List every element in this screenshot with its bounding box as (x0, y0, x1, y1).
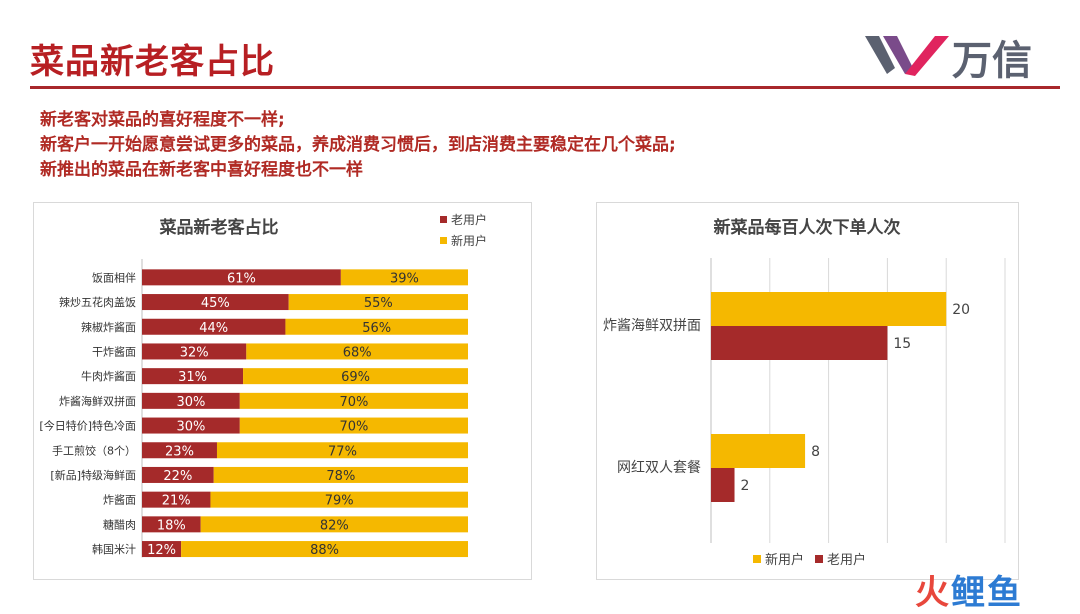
data-label-old: 61% (227, 271, 256, 286)
data-label-old: 2 (741, 478, 750, 494)
data-label-old: 23% (165, 444, 194, 459)
chart-title: 菜品新老客占比 (159, 217, 279, 238)
bar-old (142, 269, 341, 286)
category-label: 牛肉炸酱面 (81, 369, 136, 383)
data-label-new: 78% (326, 469, 355, 484)
summary-text: 新老客对菜品的喜好程度不一样; 新客户一开始愿意尝试更多的菜品，养成消费习惯后，… (40, 108, 676, 183)
data-label-new: 68% (343, 345, 372, 360)
data-label-new: 39% (390, 271, 419, 286)
category-label: [新品]特级海鲜面 (50, 468, 136, 482)
bar-old (142, 318, 286, 335)
data-label-old: 18% (157, 518, 186, 533)
data-label-new: 79% (325, 494, 354, 509)
bar-old (142, 417, 240, 434)
data-label-old: 30% (176, 420, 205, 435)
category-label: [今日特价]特色冷面 (39, 419, 136, 433)
category-label: 辣炒五花肉盖饭 (59, 295, 136, 309)
data-label-new: 55% (364, 296, 393, 311)
data-label-new: 77% (328, 444, 357, 459)
data-label-old: 21% (162, 494, 191, 509)
bar-old (142, 294, 289, 311)
data-label-new: 69% (341, 370, 370, 385)
category-label: 韩国米汁 (92, 542, 136, 556)
category-label: 饭面相伴 (92, 271, 136, 284)
bar-new (210, 491, 468, 508)
bar-new (246, 343, 468, 360)
data-label-new: 20 (952, 302, 970, 318)
legend-label-new: 新用户 (451, 233, 487, 248)
summary-line-3: 新推出的菜品在新老客中喜好程度也不一样 (40, 160, 363, 180)
category-label: 干炸酱面 (92, 344, 136, 358)
data-label-old: 22% (163, 469, 192, 484)
bar-new (181, 541, 468, 558)
data-label-old: 12% (147, 543, 176, 558)
bar-new (239, 417, 468, 434)
data-label-old: 15 (893, 336, 911, 352)
brand-name: 万信 (952, 38, 1032, 84)
data-label-new: 70% (339, 420, 368, 435)
category-label: 辣椒炸酱面 (81, 320, 136, 334)
category-label: 网红双人套餐 (617, 460, 701, 476)
chart-panel-orders: 新菜品每百人次下单人次炸酱海鲜双拼面 20 15 网红双人套餐 8 2 新用户 老用户 (596, 202, 1019, 580)
bar-old (142, 541, 182, 558)
bar-new (239, 392, 468, 409)
summary-line-2: 新客户一开始愿意尝试更多的菜品，养成消费习惯后，到店消费主要稳定在几个菜品; (40, 135, 676, 155)
watermark-part-1: 火 (915, 573, 951, 613)
legend-swatch-old (440, 216, 447, 223)
watermark-part-2: 鲤鱼 (951, 573, 1023, 613)
bar-old (142, 491, 211, 508)
bar-old (142, 516, 201, 533)
chart-title: 新菜品每百人次下单人次 (714, 217, 901, 238)
chart-panel-ratio: 菜品新老客占比 老用户新用户饭面相伴 61% 39% 辣炒五花肉盖饭 45% 55% 辣椒炸酱… (33, 202, 532, 580)
bar-new (711, 434, 806, 468)
data-label-old: 32% (180, 345, 209, 360)
bar-old (711, 468, 735, 502)
legend-label-old: 老用户 (451, 212, 487, 227)
legend-swatch-old (815, 555, 823, 563)
category-label: 手工煎饺（8个） (52, 443, 136, 457)
data-label-old: 45% (201, 296, 230, 311)
data-label-old: 44% (199, 321, 228, 336)
data-label-new: 82% (320, 518, 349, 533)
bar-old (142, 466, 214, 483)
data-label-old: 31% (178, 370, 207, 385)
bar-new (200, 516, 468, 533)
category-label: 炸酱海鲜双拼面 (603, 318, 701, 334)
title-divider (30, 86, 1060, 89)
category-label: 炸酱海鲜双拼面 (59, 394, 136, 408)
legend-label-new: 新用户 (765, 552, 804, 568)
category-label: 炸酱面 (103, 493, 136, 507)
summary-line-1: 新老客对菜品的喜好程度不一样; (40, 110, 285, 130)
brand-logo-icon (865, 36, 949, 76)
bar-new (213, 466, 468, 483)
data-label-new: 8 (811, 444, 820, 460)
data-label-old: 30% (176, 395, 205, 410)
bar-old (711, 326, 888, 360)
data-label-new: 56% (362, 321, 391, 336)
legend-swatch-new (440, 237, 447, 244)
bar-new (243, 368, 468, 385)
bar-new (216, 442, 468, 459)
bar-old (142, 442, 217, 459)
category-label: 糖醋肉 (103, 517, 136, 531)
data-label-new: 70% (339, 395, 368, 410)
bar-old (142, 343, 247, 360)
bar-new (285, 318, 468, 335)
data-label-new: 88% (310, 543, 339, 558)
page-title: 菜品新老客占比 (30, 42, 275, 82)
bar-new (340, 269, 468, 286)
legend-swatch-new (753, 555, 761, 563)
watermark: 火鲤鱼 (915, 565, 1023, 614)
bar-old (142, 392, 240, 409)
bar-old (142, 368, 244, 385)
bar-new (711, 292, 947, 326)
bar-new (288, 294, 468, 311)
legend-label-old: 老用户 (827, 552, 866, 568)
